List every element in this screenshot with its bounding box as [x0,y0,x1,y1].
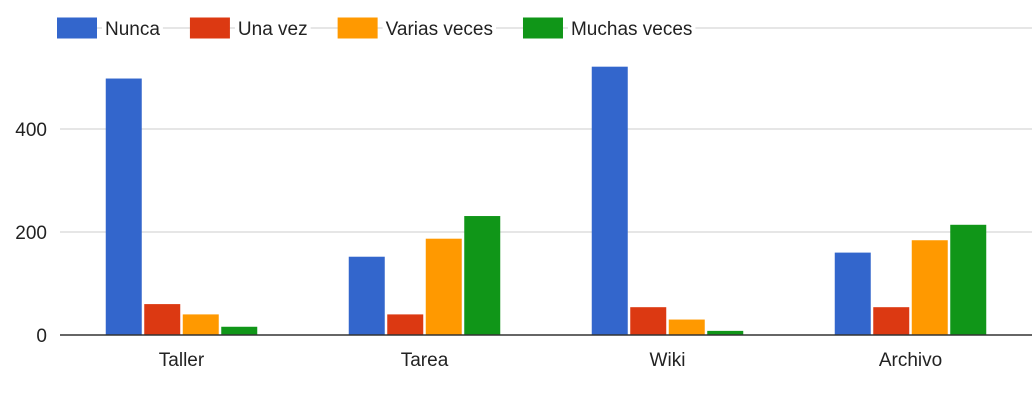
legend-swatch [337,17,378,39]
y-tick-label: 200 [15,223,47,244]
bar-tarea-varias-veces [425,238,462,335]
x-tick-label: Tarea [401,350,449,371]
bars [105,66,987,335]
bar-tarea-una-vez [387,314,424,335]
legend-label-backing [382,16,496,40]
legend-label: Nunca [105,19,160,40]
legend-swatch [57,17,97,39]
legend-item-varias-veces: Varias veces [337,16,496,40]
bar-archivo-varias-veces [911,240,948,335]
legend-label-backing [234,16,311,40]
bar-archivo-muchas-veces [950,224,987,335]
legend-item-una-vez: Una vez [189,16,311,40]
bar-tarea-nunca [348,256,385,335]
bar-wiki-nunca [591,66,628,335]
bar-wiki-una-vez [630,307,667,335]
legend-label: Muchas veces [571,19,692,40]
y-tick-label: 400 [15,120,47,141]
x-axis-category-labels: Taller Tarea Wiki Archivo [159,350,942,371]
legend-label: Varias veces [386,19,493,40]
bar-archivo-nunca [834,252,871,335]
y-tick-label: 0 [36,326,47,347]
bar-taller-varias-veces [182,314,219,335]
legend-swatch [189,17,230,39]
x-tick-label: Wiki [650,350,686,371]
bar-taller-muchas-veces [221,326,258,335]
bar-wiki-muchas-veces [707,330,744,335]
legend-item-muchas-veces: Muchas veces [522,16,696,40]
legend-swatch [522,17,563,39]
y-axis-tick-labels: 0 200 400 [15,120,47,347]
legend-label-backing [567,16,696,40]
x-tick-label: Taller [159,350,205,371]
legend-item-nunca: Nunca [57,16,163,40]
bar-tarea-muchas-veces [464,216,501,335]
bar-taller-nunca [105,78,142,335]
legend-label: Una vez [238,19,308,40]
bar-taller-una-vez [144,304,181,335]
bar-wiki-varias-veces [668,319,705,335]
legend-label-backing [102,16,163,40]
gridlines [60,128,1032,233]
bar-archivo-una-vez [873,307,910,335]
x-tick-label: Archivo [879,350,942,371]
legend: Nunca Una vez Varias veces Muchas veces [57,16,1032,40]
